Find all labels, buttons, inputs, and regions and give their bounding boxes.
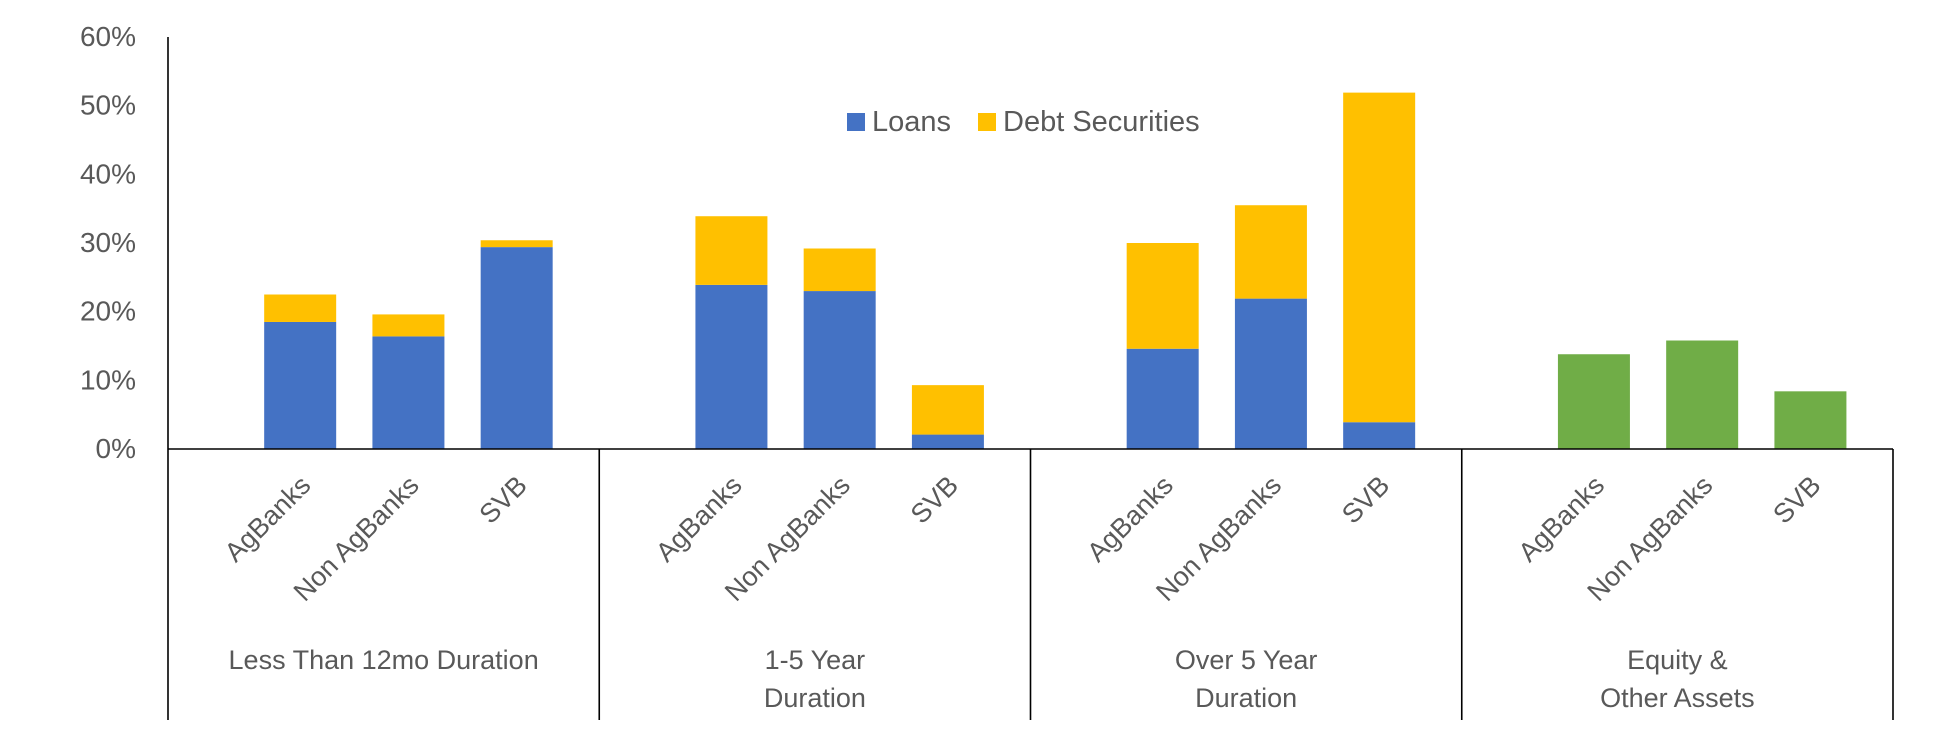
x-category-label: AgBanks <box>1513 470 1611 568</box>
bar-segment-debt-securities <box>480 240 553 248</box>
x-group-label: 1-5 Year <box>765 645 866 675</box>
x-category-label: AgBanks <box>1081 470 1179 568</box>
legend: Loans Debt Securities <box>847 106 1200 138</box>
y-tick-label: 60% <box>80 21 136 52</box>
bar-segment-debt-securities <box>911 385 984 435</box>
bar-segment-debt-securities <box>264 294 337 322</box>
bar-segment-loans <box>911 434 984 449</box>
x-group-label: Equity & <box>1627 645 1728 675</box>
y-tick-label: 20% <box>80 296 136 327</box>
x-group-label: Duration <box>764 683 866 713</box>
bar-segment-debt-securities <box>695 216 768 285</box>
x-category-label: AgBanks <box>650 470 748 568</box>
bar-segment-debt-securities <box>803 248 876 292</box>
bar-segment-loans <box>695 284 768 449</box>
bar-segment-equity-other-assets <box>1557 354 1630 449</box>
x-category-label: SVB <box>1767 470 1826 529</box>
y-tick-label: 30% <box>80 227 136 258</box>
legend-swatch <box>847 113 865 131</box>
y-tick-label: 50% <box>80 90 136 121</box>
y-tick-label: 0% <box>96 433 136 464</box>
bar-segment-loans <box>480 247 553 449</box>
bar-segment-loans <box>803 291 876 449</box>
x-group-label: Duration <box>1195 683 1297 713</box>
x-category-label: SVB <box>473 470 532 529</box>
bar-segment-debt-securities <box>1343 92 1416 423</box>
x-axis-group-labels: Less Than 12mo Duration 1-5 Year Duration O… <box>229 645 1755 713</box>
bar-segment-equity-other-assets <box>1774 391 1847 449</box>
y-tick-label: 10% <box>80 364 136 395</box>
x-group-label: Over 5 Year <box>1175 645 1318 675</box>
y-tick-label: 40% <box>80 158 136 189</box>
x-category-label: AgBanks <box>219 470 317 568</box>
legend-label: Loans <box>872 106 951 138</box>
bar-series <box>264 92 1847 449</box>
bar-segment-loans <box>264 321 337 449</box>
y-axis-tick-labels: 0% 10% 20% 30% 40% 50% 60% <box>80 21 136 464</box>
x-group-label: Other Assets <box>1600 683 1755 713</box>
bar-segment-equity-other-assets <box>1666 340 1739 449</box>
axes <box>167 37 1894 720</box>
bar-segment-debt-securities <box>1126 243 1199 349</box>
legend-label: Debt Securities <box>1003 106 1200 138</box>
bar-segment-loans <box>1234 298 1307 449</box>
legend-swatch <box>978 113 996 131</box>
bar-segment-debt-securities <box>1234 205 1307 299</box>
bar-segment-loans <box>372 336 445 449</box>
x-category-label: SVB <box>1336 470 1395 529</box>
x-category-label: SVB <box>905 470 964 529</box>
x-group-label: Less Than 12mo Duration <box>229 645 539 675</box>
bar-segment-loans <box>1343 422 1416 449</box>
bar-segment-debt-securities <box>372 314 445 337</box>
bar-segment-loans <box>1126 348 1199 449</box>
